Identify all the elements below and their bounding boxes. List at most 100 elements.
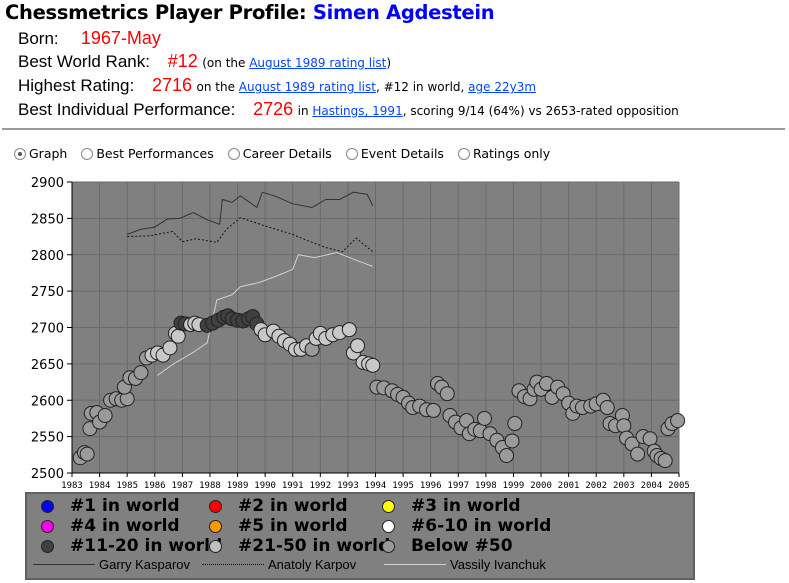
- highest-rating-row: Highest Rating: 2716 on the August 1989 …: [18, 75, 536, 96]
- best-perf-post: , scoring 9/14 (64%) vs 2653-rated oppos…: [402, 104, 679, 118]
- radio-button-icon[interactable]: [14, 147, 26, 160]
- legend-label: #6-10 in world: [411, 516, 552, 536]
- legend-item: #1 in world: [41, 496, 180, 516]
- x-tick-label: 1989: [227, 481, 249, 490]
- rating-point: [365, 357, 381, 373]
- radio-best-performances[interactable]: Best Performances: [81, 146, 214, 161]
- rating-point: [599, 400, 615, 416]
- chart-legend: #1 in world #2 in world #3 in world #4 in w…: [25, 492, 695, 580]
- rating-point: [97, 408, 113, 424]
- x-tick-label: 1990: [254, 481, 276, 490]
- circle-marker-icon: [209, 539, 222, 553]
- rating-point: [476, 410, 492, 426]
- rating-point: [642, 431, 658, 447]
- legend-label: #4 in world: [70, 516, 180, 536]
- x-tick-label: 1992: [309, 481, 331, 490]
- rating-point: [616, 418, 632, 434]
- x-tick-label: 1988: [199, 481, 221, 490]
- rating-point: [170, 328, 186, 344]
- age-link[interactable]: age 22y3m: [468, 80, 537, 94]
- title-prefix: Chessmetrics Player Profile:: [5, 1, 313, 24]
- radio-graph[interactable]: Graph: [14, 146, 67, 161]
- series-line-vassily-ivanchuk: [157, 252, 373, 376]
- legend-item: #21-50 in world: [209, 536, 390, 556]
- best-performance-row: Best Individual Performance: 2726 in Has…: [18, 99, 679, 120]
- circle-marker-icon: [41, 539, 54, 553]
- event-link[interactable]: Hastings, 1991: [312, 104, 403, 118]
- x-tick-label: 1997: [447, 481, 469, 490]
- highest-value: 2716: [152, 75, 193, 95]
- x-tick-label: 2000: [530, 481, 552, 490]
- highest-label: Highest Rating:: [18, 76, 135, 95]
- radio-button-icon[interactable]: [457, 147, 470, 160]
- y-tick-label: 2800: [31, 249, 64, 264]
- legend-line-item: Vassily Ivanchuk: [384, 557, 546, 572]
- legend-line-item: Garry Kasparov: [33, 557, 190, 572]
- born-value: 1967-May: [80, 28, 161, 48]
- radio-label: Best Performances: [96, 146, 214, 161]
- rating-point: [350, 338, 366, 354]
- y-tick-label: 2500: [31, 467, 64, 482]
- best-rank-pre: (on the: [202, 56, 250, 70]
- rating-point: [507, 416, 523, 432]
- circle-marker-icon: [209, 499, 222, 513]
- x-tick-label: 2005: [668, 481, 690, 490]
- x-tick-label: 1995: [392, 481, 414, 490]
- best-rank-post: ): [386, 56, 392, 70]
- circle-marker-icon: [382, 539, 395, 553]
- highest-pre: on the: [196, 80, 239, 94]
- circle-marker-icon: [382, 499, 395, 513]
- rating-point: [162, 340, 178, 356]
- legend-label: #11-20 in world: [70, 536, 223, 556]
- y-tick-label: 2850: [31, 212, 64, 227]
- legend-label: Anatoly Karpov: [268, 557, 357, 572]
- born-row: Born: 1967-May: [18, 28, 161, 49]
- born-label: Born:: [18, 29, 59, 48]
- best-rank-label: Best World Rank:: [18, 52, 150, 71]
- y-tick-label: 2600: [31, 394, 64, 409]
- best-rank-row: Best World Rank: #12 (on the August 1989…: [18, 51, 391, 72]
- x-tick-label: 1999: [503, 481, 525, 490]
- legend-item: #4 in world: [41, 516, 180, 536]
- legend-label: #3 in world: [411, 496, 521, 516]
- legend-label: Vassily Ivanchuk: [450, 557, 546, 572]
- line-swatch-icon: [202, 564, 264, 565]
- x-tick-label: 1987: [172, 481, 194, 490]
- circle-marker-icon: [209, 519, 222, 533]
- x-tick-label: 1994: [365, 481, 387, 490]
- legend-item: #6-10 in world: [382, 516, 551, 536]
- legend-item: Below #50: [382, 536, 513, 556]
- radio-event-details[interactable]: Event Details: [345, 146, 444, 161]
- rating-list-link[interactable]: August 1989 rating list: [238, 80, 376, 94]
- legend-item: #3 in world: [382, 496, 521, 516]
- x-tick-label: 1998: [475, 481, 497, 490]
- legend-label: #5 in world: [238, 516, 348, 536]
- x-tick-label: 1985: [116, 481, 138, 490]
- x-tick-label: 2003: [613, 481, 635, 490]
- circle-marker-icon: [382, 519, 395, 533]
- x-tick-label: 2002: [585, 481, 607, 490]
- radio-ratings-only[interactable]: Ratings only: [457, 146, 550, 161]
- radio-button-icon[interactable]: [345, 147, 358, 160]
- rating-point: [341, 322, 357, 338]
- radio-label: Career Details: [242, 146, 332, 161]
- rating-point: [133, 365, 149, 381]
- radio-label: Graph: [29, 146, 68, 161]
- rating-point: [79, 446, 95, 462]
- circle-marker-icon: [41, 499, 54, 513]
- radio-button-icon[interactable]: [81, 147, 94, 160]
- rating-list-link[interactable]: August 1989 rating list: [249, 56, 387, 70]
- best-perf-label: Best Individual Performance:: [18, 100, 236, 119]
- legend-label: Garry Kasparov: [99, 557, 191, 572]
- legend-label: #21-50 in world: [238, 536, 391, 556]
- x-tick-label: 1993: [337, 481, 359, 490]
- legend-item: #5 in world: [209, 516, 348, 536]
- radio-label: Event Details: [360, 146, 444, 161]
- y-tick-label: 2750: [31, 285, 64, 300]
- rating-chart: 1983 1984 1985 1986 1987 1988 1989 1990 1991 1992…: [31, 176, 690, 490]
- radio-career-details[interactable]: Career Details: [227, 146, 332, 161]
- x-tick-label: 1991: [282, 481, 304, 490]
- rating-point: [504, 433, 520, 449]
- view-options: Graph Best Performances Career Details E…: [14, 146, 564, 161]
- radio-button-icon[interactable]: [227, 147, 240, 160]
